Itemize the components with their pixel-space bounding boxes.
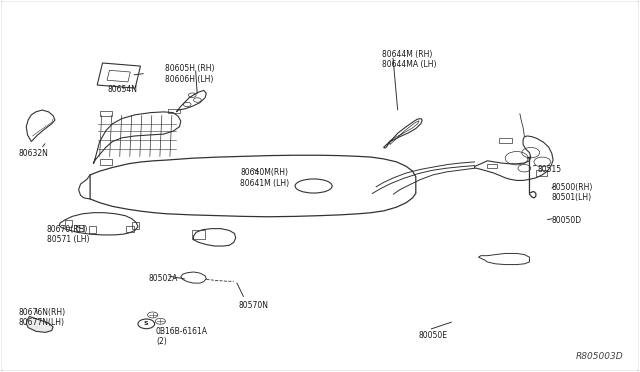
Bar — [168, 109, 179, 113]
Bar — [100, 159, 113, 164]
Bar — [499, 138, 511, 143]
Text: 80605H (RH)
80606H (LH): 80605H (RH) 80606H (LH) — [166, 64, 215, 84]
Text: S: S — [144, 321, 148, 326]
Text: R805003D: R805003D — [576, 352, 623, 361]
Polygon shape — [26, 317, 53, 333]
Bar — [100, 111, 113, 116]
Text: 80640M(RH)
80641M (LH): 80640M(RH) 80641M (LH) — [240, 168, 289, 187]
Text: 80500(RH)
80501(LH): 80500(RH) 80501(LH) — [551, 183, 593, 202]
Text: 80676N(RH)
80677N(LH): 80676N(RH) 80677N(LH) — [19, 308, 66, 327]
Text: 80502A: 80502A — [149, 274, 178, 283]
Bar — [132, 222, 140, 229]
Bar — [126, 226, 134, 232]
Text: 80570N: 80570N — [239, 301, 269, 310]
Bar — [487, 164, 497, 168]
Text: 80050E: 80050E — [419, 331, 448, 340]
Text: 80654N: 80654N — [108, 85, 138, 94]
Bar — [192, 231, 205, 238]
Bar — [536, 170, 547, 176]
Bar — [65, 220, 72, 227]
Bar — [89, 227, 97, 233]
Text: 0B16B-6161A
(2): 0B16B-6161A (2) — [156, 327, 208, 346]
Text: 80644M (RH)
80644MA (LH): 80644M (RH) 80644MA (LH) — [382, 49, 436, 69]
Bar — [76, 225, 84, 231]
Text: 80515: 80515 — [537, 164, 561, 173]
Text: 80050D: 80050D — [551, 217, 581, 225]
Text: 80670(RH)
80571 (LH): 80670(RH) 80571 (LH) — [47, 225, 89, 244]
Text: 80632N: 80632N — [19, 149, 49, 158]
